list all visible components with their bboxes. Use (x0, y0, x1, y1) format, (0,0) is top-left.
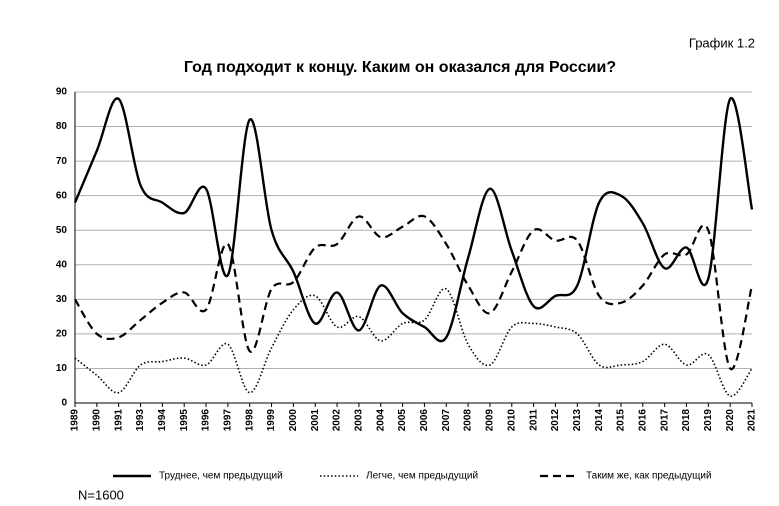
x-tick-label: 2011 (528, 409, 539, 431)
y-tick-label: 20 (56, 329, 68, 340)
y-tick-label: 60 (56, 190, 68, 201)
x-tick-label: 2015 (616, 409, 627, 432)
x-tick-label: 2003 (354, 409, 365, 432)
x-tick-label: 1991 (113, 409, 124, 432)
y-tick-label: 0 (61, 398, 67, 409)
y-tick-label: 50 (56, 225, 68, 236)
x-tick-label: 2001 (310, 409, 321, 432)
y-tick-label: 10 (56, 363, 68, 374)
x-tick-label: 2009 (485, 409, 496, 432)
chart-label: График 1.2 (689, 35, 755, 50)
x-tick-label: 1989 (70, 409, 81, 432)
legend-label: Таким же, как предыдущий (586, 471, 712, 482)
x-tick-label: 2016 (637, 409, 648, 432)
y-tick-label: 40 (56, 259, 68, 270)
x-tick-label: 2021 (747, 409, 758, 432)
x-tick-label: 1998 (244, 409, 255, 432)
x-tick-label: 2019 (703, 409, 714, 432)
x-tick-label: 2013 (572, 409, 583, 432)
x-tick-label: 2008 (463, 409, 474, 432)
chart-title: Год подходит к концу. Каким он оказался … (184, 59, 616, 76)
x-tick-label: 2020 (725, 409, 736, 432)
x-tick-label: 2002 (332, 409, 343, 432)
y-tick-label: 90 (56, 87, 68, 98)
x-tick-label: 2014 (594, 409, 605, 432)
x-tick-label: 2006 (419, 409, 430, 432)
y-tick-label: 70 (56, 156, 68, 167)
x-tick-label: 2012 (550, 409, 561, 432)
series-line (74, 214, 754, 371)
x-tick-label: 2007 (441, 409, 452, 432)
series-line (73, 97, 754, 343)
x-tick-label: 2005 (397, 409, 408, 432)
x-tick-label: 1990 (91, 409, 102, 432)
x-tick-label: 2017 (659, 409, 670, 432)
x-tick-label: 1995 (179, 409, 190, 432)
x-tick-label: 1993 (135, 409, 146, 432)
x-tick-label: 2018 (681, 409, 692, 432)
x-tick-label: 2010 (506, 409, 517, 432)
legend-label: Труднее, чем предыдущий (159, 471, 283, 482)
x-tick-label: 2000 (288, 409, 299, 432)
x-tick-label: 1994 (157, 409, 168, 432)
x-tick-label: 1997 (223, 409, 234, 432)
series-line (74, 288, 753, 397)
x-tick-label: 1996 (201, 409, 212, 432)
legend-label: Легче, чем предыдущий (366, 471, 478, 482)
y-tick-label: 30 (56, 294, 68, 305)
x-tick-label: 2004 (375, 409, 386, 432)
x-tick-label: 1999 (266, 409, 277, 432)
note: N=1600 (78, 487, 124, 502)
y-tick-label: 80 (56, 121, 68, 132)
